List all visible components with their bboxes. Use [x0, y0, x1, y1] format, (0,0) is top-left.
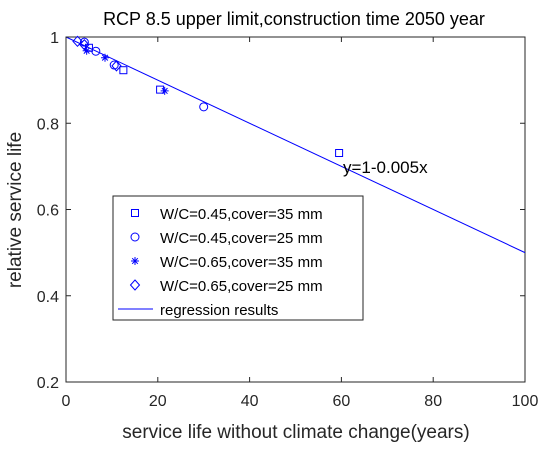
regression-line	[65, 36, 526, 254]
data-points	[72, 35, 344, 158]
x-tick-label: 40	[241, 393, 259, 410]
asterisk-point	[160, 86, 169, 95]
y-tick-label: 0.2	[37, 375, 59, 392]
asterisk-point	[101, 53, 110, 62]
chart-title: RCP 8.5 upper limit,construction time 20…	[103, 9, 485, 29]
y-tick-label: 1	[50, 30, 59, 47]
x-tick-label: 80	[424, 393, 442, 410]
diamond-point	[72, 35, 83, 48]
x-tick-label: 0	[62, 393, 71, 410]
y-tick-label: 0.6	[37, 203, 59, 220]
x-axis-ticks: 0 20 40 60 80 100	[62, 37, 539, 410]
x-tick-label: 20	[149, 393, 167, 410]
x-tick-label: 100	[512, 393, 539, 410]
square-point	[335, 149, 344, 158]
regression-annotation: y=1-0.005x	[343, 158, 428, 177]
legend-circle-icon	[130, 232, 140, 242]
circle-point	[199, 102, 209, 112]
legend-diamond-icon	[129, 279, 141, 291]
legend-label: W/C=0.45,cover=35 mm	[160, 206, 323, 223]
x-tick-label: 60	[333, 393, 351, 410]
diamond-point	[79, 39, 90, 51]
legend: W/C=0.45,cover=35 mm W/C=0.45,cover=25 mm…	[112, 195, 364, 321]
x-axis-label: service life without climate change(year…	[122, 422, 469, 443]
square-point	[119, 66, 128, 75]
legend-label: regression results	[160, 302, 278, 319]
y-tick-label: 0.8	[37, 116, 59, 133]
y-axis-label: relative service life	[5, 132, 26, 288]
legend-square-icon	[131, 209, 139, 217]
y-axis-ticks: 0.2 0.4 0.6 0.8 1	[37, 30, 525, 392]
asterisk-point	[82, 46, 91, 55]
circle-point	[91, 46, 101, 56]
regression-line-path	[65, 36, 526, 254]
legend-label: W/C=0.65,cover=35 mm	[160, 254, 323, 271]
legend-asterisk-icon	[131, 257, 139, 265]
y-tick-label: 0.4	[37, 289, 59, 306]
circle-point	[79, 37, 89, 47]
legend-box	[112, 195, 364, 321]
legend-label: W/C=0.65,cover=25 mm	[160, 278, 323, 295]
legend-label: W/C=0.45,cover=25 mm	[160, 230, 323, 247]
diamond-point	[111, 60, 122, 72]
